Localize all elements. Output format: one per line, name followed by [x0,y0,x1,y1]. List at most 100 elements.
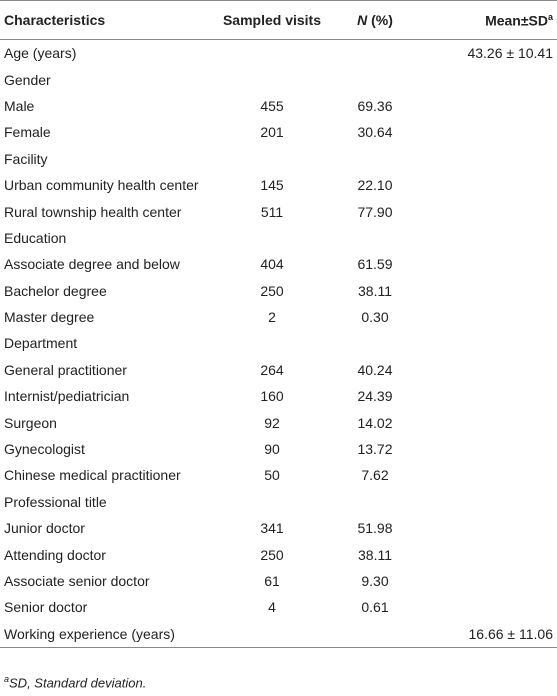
table-cell: 455 [260,97,284,114]
table-cell: 0.61 [361,599,389,616]
table-cell: 201 [260,124,284,141]
header-text: (%) [371,12,393,28]
table-cell: 250 [260,282,284,299]
table-cell: 7.62 [361,467,389,484]
table-cell: 4 [268,599,276,616]
table-cell [419,93,557,119]
footnote-mark: a [547,11,553,22]
table-row: Internist/pediatrician 160 24.39 [0,383,557,409]
table-row: General practitioner 264 40.24 [0,357,557,383]
table-cell: Associate senior doctor [4,573,150,589]
table-cell: 13.72 [357,441,393,458]
table-cell [213,40,331,67]
table-cell [419,383,557,409]
table-row: Education [0,225,557,251]
header-row: Characteristics Sampled visits N (%) Mea… [0,0,557,40]
table-cell: Urban community health center [4,177,199,194]
table-cell [419,198,557,224]
table-row: Working experience (years) 16.66 ± 11.06 [0,620,557,648]
footnote-mark: a [4,674,10,684]
table-cell [331,330,419,356]
table-cell: 50 [264,467,280,484]
header-text: Mean±SD [485,12,548,29]
table-row: Senior doctor 4 0.61 [0,594,557,620]
header-cell: Characteristics [0,0,213,40]
table-row: Attending doctor 250 38.11 [0,541,557,567]
table-cell: 61 [264,573,280,589]
table-cell: 14.02 [357,414,393,431]
header-cell: Sampled visits [213,0,331,40]
table-cell [419,462,557,488]
table-cell [419,146,557,172]
table-cell: Male [4,97,35,114]
table-cell [331,225,419,251]
table-cell: Associate degree and below [4,256,180,273]
table-cell: Attending doctor [4,546,106,563]
table-cell: 160 [260,388,284,405]
table-cell [419,541,557,567]
table-cell: 38.11 [358,546,392,563]
table-row: Age (years) 43.26 ± 10.41 [0,40,557,67]
table-cell [419,119,557,145]
table-row: Facility [0,146,557,172]
table-row: Department [0,330,557,356]
table-row: Associate degree and below 404 61.59 [0,251,557,277]
table-cell: 341 [260,520,284,537]
table-cell: Rural township health center [4,203,182,220]
table-cell: Gender [4,71,51,88]
table-cell: 38.11 [358,282,392,299]
table-cell: 61.59 [357,256,393,273]
table-cell [419,357,557,383]
table-cell: Facility [4,150,48,167]
table-row: Rural township health center 511 77.90 [0,198,557,224]
table-cell: 22.10 [357,177,393,194]
table-cell: 404 [260,256,284,273]
header-cell: Mean±SDa [419,0,557,40]
table-cell: 250 [260,546,284,563]
table-row: Bachelor degree 250 38.11 [0,278,557,304]
table-cell [213,225,331,251]
table-cell [419,436,557,462]
table-row: Surgeon 92 14.02 [0,409,557,435]
table-cell: Professional title [4,493,107,510]
table-cell: Department [4,335,78,352]
table-cell: Master degree [4,309,95,326]
footnote-text: SD, Standard deviation. [9,675,147,691]
table-cell: 145 [260,177,284,194]
table-cell: Surgeon [4,414,57,431]
table-cell: 2 [268,309,276,326]
table-cell: 90 [264,441,280,458]
table-cell: 69.36 [357,97,393,114]
table-cell [419,409,557,435]
table-row: Male 455 69.36 [0,93,557,119]
table-cell [419,304,557,330]
table-row: Chinese medical practitioner 50 7.62 [0,462,557,488]
table-cell: 77.90 [357,203,393,220]
table-cell: 40.24 [357,361,393,378]
table-cell: 511 [260,203,284,220]
table-cell: Internist/pediatrician [4,388,130,405]
table-cell [213,330,331,356]
table-cell [331,40,419,67]
table-cell [331,489,419,515]
table-cell: 0.30 [361,309,389,326]
table-body: Age (years) 43.26 ± 10.41 Gender Male 455 69.… [0,40,557,648]
table-cell [419,278,557,304]
table-cell: 30.64 [357,124,393,141]
table-cell: 24.39 [357,388,393,405]
table-cell [419,568,557,594]
table-cell [419,66,557,92]
table-cell: 9.30 [361,573,389,589]
table-cell [213,66,331,92]
table-cell [331,66,419,92]
header-cell: N (%) [331,0,419,40]
table-row: Gynecologist 90 13.72 [0,436,557,462]
table-cell: Working experience (years) [0,620,213,648]
table-cell [213,146,331,172]
table-row: Junior doctor 341 51.98 [0,515,557,541]
table-cell [213,489,331,515]
table-cell [419,489,557,515]
table-cell: 51.98 [357,520,393,537]
table-cell: Senior doctor [4,599,88,616]
